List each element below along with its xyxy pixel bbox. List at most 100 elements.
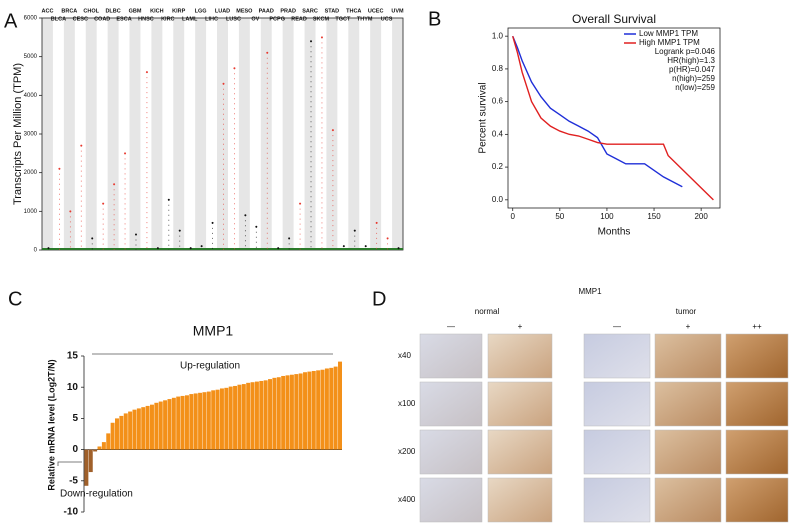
max-point xyxy=(189,247,192,250)
y-tick-label: 6000 xyxy=(24,16,38,22)
micrograph xyxy=(487,381,553,427)
panel-label: C xyxy=(8,288,22,310)
micrograph xyxy=(725,333,789,379)
stripe xyxy=(42,18,53,250)
max-point xyxy=(375,221,378,224)
y-tick-label: 1.0 xyxy=(492,31,504,40)
max-point xyxy=(353,229,356,232)
max-point xyxy=(124,152,127,155)
micrograph xyxy=(419,381,483,427)
category-label: SARC xyxy=(302,8,318,14)
max-point xyxy=(266,51,269,54)
bar xyxy=(272,377,277,450)
bar xyxy=(128,411,133,450)
y-tick-label: -10 xyxy=(64,507,79,518)
bar xyxy=(176,396,181,450)
y-tick-label: 0.8 xyxy=(492,64,504,73)
y-tick-label: 0.2 xyxy=(492,162,504,171)
y-tick-label: 0.4 xyxy=(492,129,504,138)
category-label: OV xyxy=(251,16,259,22)
bar xyxy=(233,385,238,450)
category-label: DLBC xyxy=(105,8,120,14)
y-tick-label: 0 xyxy=(72,444,78,455)
category-label: UVM xyxy=(391,8,404,14)
max-point xyxy=(80,144,83,147)
row-label: x40 xyxy=(398,351,411,360)
y-tick-label: 0.0 xyxy=(492,195,504,204)
micrograph xyxy=(487,477,553,523)
bar xyxy=(211,390,216,450)
category-label: KIRP xyxy=(172,8,185,14)
bar xyxy=(93,449,98,452)
stripe xyxy=(151,18,163,250)
bar xyxy=(246,382,251,450)
bar xyxy=(136,408,141,450)
bar xyxy=(189,394,194,450)
bar xyxy=(145,405,150,450)
annotation: Up-regulation xyxy=(180,361,240,372)
category-label: LGG xyxy=(195,8,207,14)
max-point xyxy=(331,129,334,132)
bar xyxy=(206,391,211,450)
annotation: n(high)=259 xyxy=(672,74,715,83)
category-label: THCA xyxy=(346,8,361,14)
micrograph xyxy=(654,333,722,379)
bar xyxy=(298,373,303,450)
category-label: PCPG xyxy=(269,16,285,22)
max-point xyxy=(167,198,170,201)
panel-label: D xyxy=(372,288,386,310)
stripe xyxy=(195,18,207,250)
bar xyxy=(123,413,128,450)
bar xyxy=(202,392,207,450)
stripe xyxy=(217,18,228,250)
micrograph xyxy=(583,381,651,427)
category-label: PAAD xyxy=(259,8,274,14)
y-tick-label: 1000 xyxy=(24,209,38,215)
max-point xyxy=(156,247,159,250)
y-axis-title: Relative mRNA level (Log2T/N) xyxy=(46,359,56,490)
bar xyxy=(106,433,111,450)
category-label: LAML xyxy=(182,16,198,22)
column-label: — xyxy=(447,322,455,331)
bar xyxy=(88,449,93,473)
bar xyxy=(154,402,159,450)
max-point xyxy=(91,237,94,240)
bar xyxy=(84,449,89,486)
annotation: Logrank p=0.046 xyxy=(655,47,716,56)
bar xyxy=(250,382,255,450)
max-point xyxy=(211,221,214,224)
row-label: x200 xyxy=(398,447,416,456)
category-label: ESCA xyxy=(116,16,131,22)
bar xyxy=(224,387,229,450)
panel-title: MMP1 xyxy=(578,287,602,296)
bar xyxy=(115,418,119,450)
bar xyxy=(307,371,312,450)
max-point xyxy=(277,247,280,250)
micrograph xyxy=(419,333,483,379)
bar xyxy=(324,368,329,450)
annotation: p(HR)=0.047 xyxy=(669,65,716,74)
bar xyxy=(268,379,273,450)
x-tick-label: 100 xyxy=(600,212,614,221)
category-label: LUAD xyxy=(215,8,230,14)
bar xyxy=(163,400,168,450)
bar xyxy=(263,380,268,450)
category-label: UCS xyxy=(381,16,393,22)
bracket xyxy=(57,461,82,466)
bar xyxy=(259,380,264,450)
y-tick-label: -5 xyxy=(69,475,78,486)
max-point xyxy=(364,245,367,248)
bar xyxy=(171,397,176,450)
max-point xyxy=(386,237,389,240)
legend-label: High MMP1 TPM xyxy=(639,38,700,47)
panel-label: B xyxy=(428,8,441,30)
stripe xyxy=(392,18,403,250)
bar xyxy=(320,369,325,450)
y-tick-label: 3000 xyxy=(24,132,38,138)
bar xyxy=(167,399,172,450)
stripe xyxy=(370,18,382,250)
stripe xyxy=(260,18,272,250)
max-point xyxy=(233,67,236,70)
bar xyxy=(101,442,106,450)
